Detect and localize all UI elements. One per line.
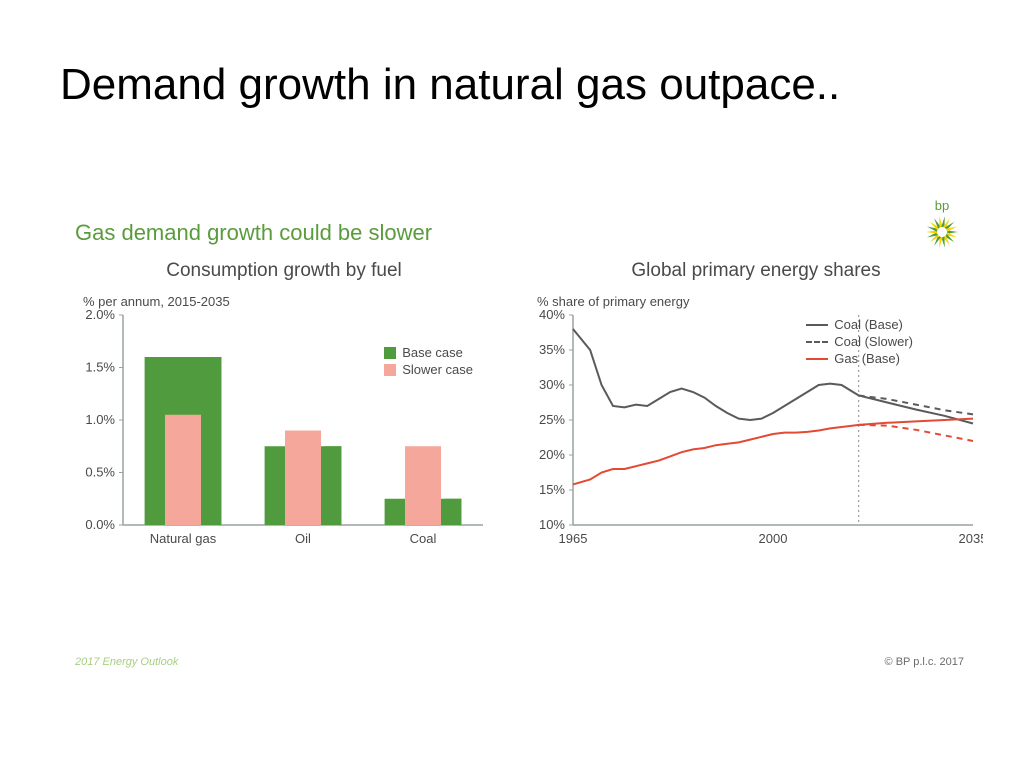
svg-text:30%: 30% [539, 377, 565, 392]
bp-logo: bp [925, 198, 959, 249]
bar-chart-title: Consumption growth by fuel [75, 260, 493, 282]
slide-subtitle: Gas demand growth could be slower [75, 220, 432, 246]
line-chart-panel: Global primary energy shares % share of … [529, 260, 983, 569]
line-chart-ylabel: % share of primary energy [537, 294, 983, 309]
svg-text:15%: 15% [539, 482, 565, 497]
legend-item: Coal (Base) [806, 317, 913, 332]
footer-source: 2017 Energy Outlook [75, 656, 178, 668]
bar-chart-plot: 0.0% 0.5% 1.0% 1.5% 2.0% Natural gas Oil Coal B… [75, 309, 493, 569]
legend-item: Base case [384, 345, 473, 360]
bar-chart-legend: Base case Slower case [384, 345, 473, 379]
slide-title: Demand growth in natural gas outpace.. [60, 60, 840, 110]
svg-text:2.0%: 2.0% [85, 309, 115, 322]
line-chart-plot: 10% 15% 20% 25% 30% 35% 40% 1965 2000 2035 Coal (… [529, 309, 983, 569]
svg-text:1.5%: 1.5% [85, 360, 115, 375]
footer-copyright: © BP p.l.c. 2017 [885, 656, 964, 668]
svg-text:0.5%: 0.5% [85, 465, 115, 480]
svg-text:35%: 35% [539, 342, 565, 357]
legend-item: Slower case [384, 362, 473, 377]
line-chart-title: Global primary energy shares [529, 260, 983, 282]
svg-text:Natural gas: Natural gas [150, 531, 217, 546]
legend-item: Coal (Slower) [806, 334, 913, 349]
svg-text:0.0%: 0.0% [85, 517, 115, 532]
bar-chart-ylabel: % per annum, 2015-2035 [83, 294, 493, 309]
svg-text:25%: 25% [539, 412, 565, 427]
line-chart-legend: Coal (Base) Coal (Slower) Gas (Base) [806, 317, 913, 368]
svg-text:1965: 1965 [559, 531, 588, 546]
bp-sun-icon [925, 215, 959, 249]
bp-logo-text: bp [925, 198, 959, 213]
svg-text:1.0%: 1.0% [85, 412, 115, 427]
bar-chart-panel: Consumption growth by fuel % per annum, … [75, 260, 493, 569]
svg-text:10%: 10% [539, 517, 565, 532]
svg-text:40%: 40% [539, 309, 565, 322]
legend-item: Gas (Base) [806, 351, 913, 366]
svg-text:Coal: Coal [410, 531, 437, 546]
svg-text:Oil: Oil [295, 531, 311, 546]
svg-text:20%: 20% [539, 447, 565, 462]
svg-text:2000: 2000 [759, 531, 788, 546]
svg-text:2035: 2035 [959, 531, 983, 546]
charts-row: Consumption growth by fuel % per annum, … [75, 260, 964, 569]
